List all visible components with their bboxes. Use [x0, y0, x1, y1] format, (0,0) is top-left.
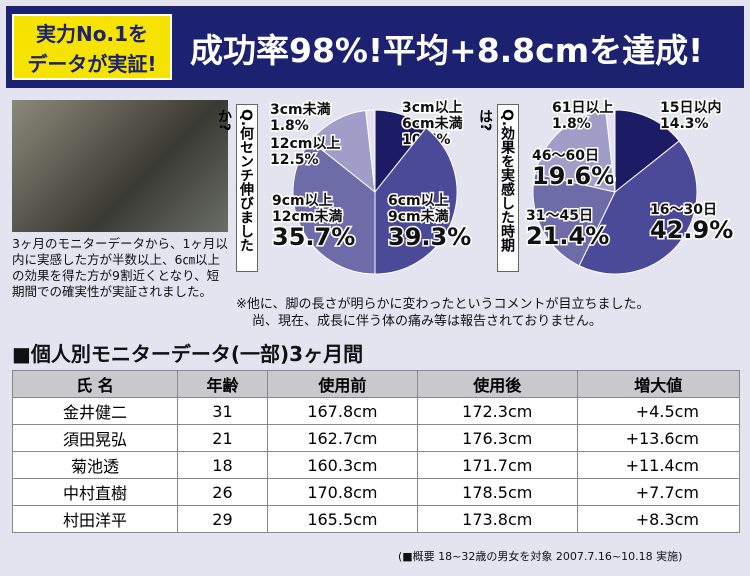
- question: Q.何センチ伸びましたか?: [216, 104, 258, 272]
- table-cell: 170.8cm: [266, 478, 418, 506]
- table-cell: 178.5cm: [416, 478, 578, 506]
- slice-label: 6cm以上: [388, 193, 449, 209]
- table-cell: +13.6cm: [576, 424, 741, 452]
- table-cell: 172.3cm: [416, 397, 578, 425]
- table-cell: 160.3cm: [266, 451, 418, 479]
- value-label: 35.7%: [272, 223, 355, 251]
- slice-label: 3cm未満: [270, 101, 331, 118]
- slice-label: 61日以上: [552, 100, 613, 116]
- column-header: 年齢: [176, 370, 268, 398]
- pie-slice: [310, 109, 376, 194]
- table-row: 村田洋平 29 165.5cm 173.8cm +8.3cm: [12, 505, 741, 533]
- footnote: (■概要 18~32歳の男女を対象 2007.7.16~10.18 実施): [398, 550, 683, 563]
- table-cell: 176.3cm: [416, 424, 578, 452]
- table-cell: 167.8cm: [266, 397, 418, 425]
- pie-charts: 3cm以上6cm未満10.7%6cm以上9cm未満39.3%9cm以上12cm未…: [269, 98, 735, 275]
- pie-slice: [374, 127, 458, 275]
- slice-label: 16〜30日: [650, 202, 717, 218]
- slice-label: 31〜45日: [526, 208, 593, 224]
- table-cell: +8.3cm: [576, 505, 741, 533]
- caption: 3ヶ月のモニターデータから、1ヶ月以内に実感した方が半数以上、6㎝以上の効果を得…: [12, 236, 228, 299]
- table-cell: 金井健二: [12, 397, 178, 425]
- column-header: 使用後: [416, 370, 578, 398]
- slice-label: 9cm以上: [272, 193, 333, 209]
- table-cell: 菊池透: [12, 451, 178, 479]
- value-label: 39.3%: [388, 223, 471, 251]
- table-cell: +7.7cm: [576, 478, 741, 506]
- badge-line: データが実証!: [27, 52, 157, 76]
- table-row: 菊池透 18 160.3cm 171.7cm +11.4cm: [12, 451, 741, 479]
- badge: 実力No.1を データが実証!: [12, 14, 172, 80]
- value-label: 1.8%: [270, 118, 309, 134]
- table-cell: 中村直樹: [12, 478, 178, 506]
- table-header: 氏 名年齢 使用前 使用後 増大値: [12, 370, 741, 398]
- headline: 成功率98%!平均+8.8cmを達成!: [190, 31, 704, 70]
- pie-slice: [605, 109, 616, 193]
- note-line: 尚、現在、成長に伴う体の痛み等は報告されておりません。: [252, 314, 602, 329]
- table-row: 中村直樹 26 170.8cm 178.5cm +7.7cm: [12, 478, 741, 506]
- table-cell: 173.8cm: [416, 505, 578, 533]
- table-row: 須田晃弘 21 162.7cm 176.3cm +13.6cm: [12, 424, 741, 452]
- table-cell: 村田洋平: [12, 505, 178, 533]
- pie-slice: [614, 109, 680, 194]
- pie-slice: [578, 140, 698, 275]
- slice-label: 12cm以上: [270, 136, 340, 152]
- badge-line: 実力No.1を: [36, 22, 148, 46]
- column-header: 増大値: [576, 370, 741, 398]
- question: Q.効果を実感した時期は?: [477, 104, 519, 272]
- value-label: 19.6%: [532, 162, 615, 190]
- table-cell: 165.5cm: [266, 505, 418, 533]
- table-row: 金井健二 31 167.8cm 172.3cm +4.5cm: [12, 397, 741, 425]
- value-label: 21.4%: [526, 222, 609, 250]
- slice-label: 15日以内: [660, 99, 721, 116]
- column-header: 使用前: [266, 370, 418, 398]
- pie-slice: [532, 173, 616, 267]
- value-label: 12.5%: [270, 152, 319, 168]
- pie-slice: [292, 140, 376, 275]
- photo: [12, 100, 228, 232]
- value-label: 42.9%: [650, 216, 733, 244]
- table-cell: 29: [176, 505, 268, 533]
- table-cell: 171.7cm: [416, 451, 578, 479]
- table-cell: 須田晃弘: [12, 424, 178, 452]
- table-cell: +4.5cm: [576, 397, 741, 425]
- slice-label: 12cm未満: [272, 208, 342, 225]
- value-label: 14.3%: [660, 116, 709, 132]
- slice-label: 46〜60日: [532, 148, 599, 164]
- note-line: ※他に、脚の長さが明らかに変わったというコメントが目立ちました。: [236, 297, 650, 312]
- table-cell: 162.7cm: [266, 424, 418, 452]
- slice-label: 6cm未満: [402, 115, 463, 132]
- table-cell: 26: [176, 478, 268, 506]
- slice-label: 3cm以上: [402, 100, 463, 116]
- section-title: ■個人別モニターデータ(一部)3ヶ月間: [12, 342, 364, 366]
- column-header: 氏 名: [12, 370, 178, 398]
- note: ※他に、脚の長さが明らかに変わったというコメントが目立ちました。 尚、現在、成長…: [236, 296, 650, 330]
- value-label: 1.8%: [552, 116, 591, 132]
- slice-label: 9cm未満: [388, 208, 449, 225]
- data-table: 氏 名年齢 使用前 使用後 増大値 金井健二 31 167.8cm 172.3cm +4.5cm…: [12, 370, 741, 533]
- table-cell: 18: [176, 451, 268, 479]
- table-cell: 31: [176, 397, 268, 425]
- table-cell: 21: [176, 424, 268, 452]
- pie-slice: [365, 109, 376, 193]
- table-cell: +11.4cm: [576, 451, 741, 479]
- pie-slice: [534, 109, 616, 193]
